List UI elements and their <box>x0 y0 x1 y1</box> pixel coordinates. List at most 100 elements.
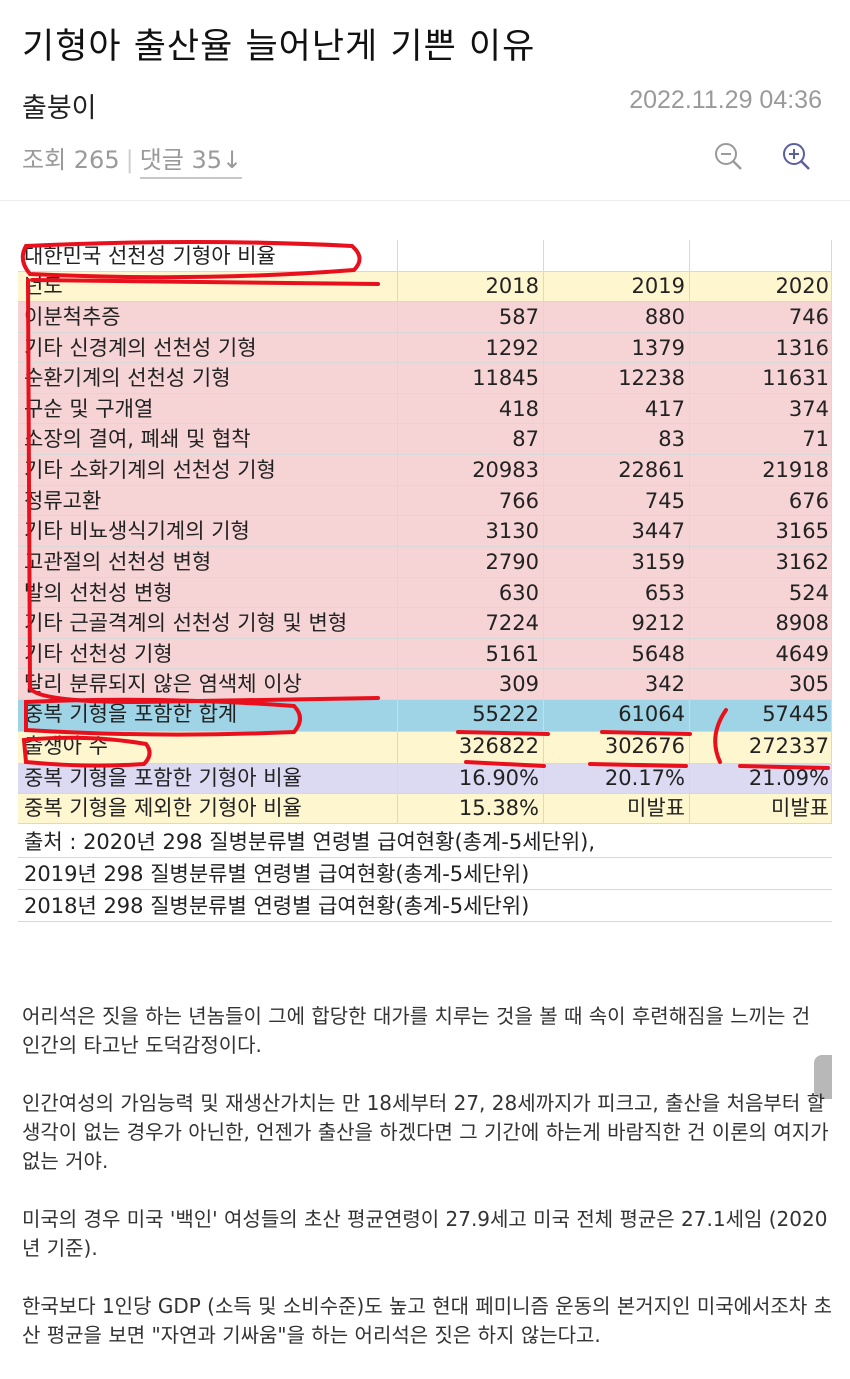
table-heading: 대한민국 선천성 기형아 비율 <box>18 240 398 272</box>
row-value: 9212 <box>544 608 690 639</box>
row-value: 766 <box>398 485 544 517</box>
row-value: 83 <box>544 424 690 456</box>
row-value: 587 <box>398 302 544 333</box>
total-value: 55222 <box>398 700 544 732</box>
body-paragraph: 인간여성의 가임능력 및 재생산가치는 만 18세부터 27, 28세까지가 피… <box>22 1091 829 1173</box>
row-value: 305 <box>690 669 832 700</box>
row-value: 653 <box>544 577 690 609</box>
table-heading-row: 대한민국 선천성 기형아 비율 <box>18 240 832 272</box>
total-row: 중복 기형을 포함한 합계 55222 61064 57445 <box>18 700 832 732</box>
total-value: 57445 <box>690 700 832 732</box>
body-paragraph: 어리석은 짓을 하는 년놈들이 그에 합당한 대가를 치루는 것을 볼 때 속이… <box>22 1004 811 1057</box>
ratio-incl-row: 중복 기형을 포함한 기형아 비율 16.90% 20.17% 21.09% <box>18 764 832 794</box>
total-label: 중복 기형을 포함한 합계 <box>18 700 398 732</box>
ratio-incl-value: 21.09% <box>690 764 832 794</box>
row-label: 소장의 결여, 폐쇄 및 협착 <box>18 424 398 456</box>
view-count: 조회 265 <box>22 146 120 174</box>
row-value: 746 <box>690 302 832 333</box>
row-label: 고관절의 선천성 변형 <box>18 546 398 578</box>
row-value: 11631 <box>690 363 832 394</box>
header-label: 년도 <box>18 272 398 302</box>
table-row: 기타 비뇨생식기계의 기형 3130 3447 3165 <box>18 516 832 547</box>
row-value: 745 <box>544 485 690 517</box>
table-row: 이분척추증 587 880 746 <box>18 302 832 333</box>
table-row: 발의 선천성 변형 630 653 524 <box>18 577 832 609</box>
row-value: 1292 <box>398 332 544 364</box>
row-value: 2790 <box>398 546 544 578</box>
row-value: 4649 <box>690 638 832 670</box>
row-label: 기타 신경계의 선천성 기형 <box>18 332 398 364</box>
header-divider <box>0 200 850 201</box>
row-value: 8908 <box>690 608 832 639</box>
total-value: 61064 <box>544 700 690 732</box>
row-label: 이분척추증 <box>18 302 398 333</box>
table-row: 기타 선천성 기형 5161 5648 4649 <box>18 638 832 670</box>
author-name[interactable]: 출붕이 <box>22 93 97 124</box>
row-value: 1316 <box>690 332 832 364</box>
zoom-in-icon[interactable] <box>780 140 812 172</box>
table-row: 구순 및 구개열 418 417 374 <box>18 393 832 425</box>
body-paragraph: 미국의 경우 미국 '백인' 여성들의 초산 평균연령이 27.9세고 미국 전… <box>22 1207 828 1260</box>
row-value: 1379 <box>544 332 690 364</box>
row-value: 676 <box>690 485 832 517</box>
row-value: 417 <box>544 393 690 425</box>
row-label: 기타 근골격계의 선천성 기형 및 변형 <box>18 608 398 639</box>
row-value: 5648 <box>544 638 690 670</box>
source-line: 2019년 298 질병분류별 연령별 급여현황(총계-5세단위) <box>18 858 832 890</box>
row-value: 11845 <box>398 363 544 394</box>
table-header-row: 년도 2018 2019 2020 <box>18 272 832 302</box>
row-value: 3165 <box>690 516 832 547</box>
row-value: 3130 <box>398 516 544 547</box>
row-value: 12238 <box>544 363 690 394</box>
row-value: 71 <box>690 424 832 456</box>
table-row: 기타 소화기계의 선천성 기형 20983 22861 21918 <box>18 455 832 486</box>
births-value: 326822 <box>398 732 544 764</box>
row-value: 3159 <box>544 546 690 578</box>
scroll-handle[interactable] <box>814 1055 832 1099</box>
table-row: 순환기계의 선천성 기형 11845 12238 11631 <box>18 363 832 394</box>
header-year: 2020 <box>690 272 832 302</box>
births-row: 출생아 수 326822 302676 272337 <box>18 732 832 764</box>
row-value: 630 <box>398 577 544 609</box>
post-datetime: 2022.11.29 04:36 <box>629 86 822 114</box>
row-value: 5161 <box>398 638 544 670</box>
row-value: 22861 <box>544 455 690 486</box>
births-label: 출생아 수 <box>18 732 398 764</box>
post-title: 기형아 출산율 늘어난게 기쁜 이유 <box>22 27 536 67</box>
source-row: 출처 : 2020년 298 질병분류별 연령별 급여현황(총계-5세단위), <box>18 826 832 858</box>
row-value: 880 <box>544 302 690 333</box>
ratio-incl-value: 16.90% <box>398 764 544 794</box>
table-row: 소장의 결여, 폐쇄 및 협착 87 83 71 <box>18 424 832 456</box>
row-value: 3162 <box>690 546 832 578</box>
table-row: 달리 분류되지 않은 염색체 이상 309 342 305 <box>18 669 832 700</box>
row-value: 7224 <box>398 608 544 639</box>
row-value: 418 <box>398 393 544 425</box>
ratio-excl-value: 미발표 <box>544 794 690 824</box>
row-label: 발의 선천성 변형 <box>18 577 398 609</box>
row-label: 구순 및 구개열 <box>18 393 398 425</box>
comments-link[interactable]: 댓글 35↓ <box>139 146 243 179</box>
source-row: 2019년 298 질병분류별 연령별 급여현황(총계-5세단위) <box>18 858 832 890</box>
table-row: 기타 신경계의 선천성 기형 1292 1379 1316 <box>18 332 832 364</box>
row-label: 정류고환 <box>18 485 398 517</box>
row-label: 달리 분류되지 않은 염색체 이상 <box>18 669 398 700</box>
table-row: 고관절의 선천성 변형 2790 3159 3162 <box>18 546 832 578</box>
meta-divider: | <box>125 146 134 174</box>
row-value: 21918 <box>690 455 832 486</box>
ratio-incl-value: 20.17% <box>544 764 690 794</box>
ratio-excl-label: 중복 기형을 제외한 기형아 비율 <box>18 794 398 824</box>
births-value: 272337 <box>690 732 832 764</box>
zoom-out-icon[interactable] <box>712 140 744 172</box>
row-value: 524 <box>690 577 832 609</box>
row-label: 순환기계의 선천성 기형 <box>18 363 398 394</box>
table-screenshot: 대한민국 선천성 기형아 비율 년도 2018 2019 2020 이분척추증 5… <box>18 240 832 1099</box>
source-row: 2018년 298 질병분류별 연령별 급여현황(총계-5세단위) <box>18 890 832 922</box>
table-row: 기타 근골격계의 선천성 기형 및 변형 7224 9212 8908 <box>18 608 832 639</box>
post-body: 어리석은 짓을 하는 년놈들이 그에 합당한 대가를 치루는 것을 볼 때 속이… <box>22 1002 832 1379</box>
row-value: 3447 <box>544 516 690 547</box>
header-year: 2018 <box>398 272 544 302</box>
header-year: 2019 <box>544 272 690 302</box>
births-value: 302676 <box>544 732 690 764</box>
row-value: 87 <box>398 424 544 456</box>
body-paragraph: 한국보다 1인당 GDP (소득 및 소비수준)도 높고 현대 페미니즘 운동의… <box>22 1294 832 1347</box>
